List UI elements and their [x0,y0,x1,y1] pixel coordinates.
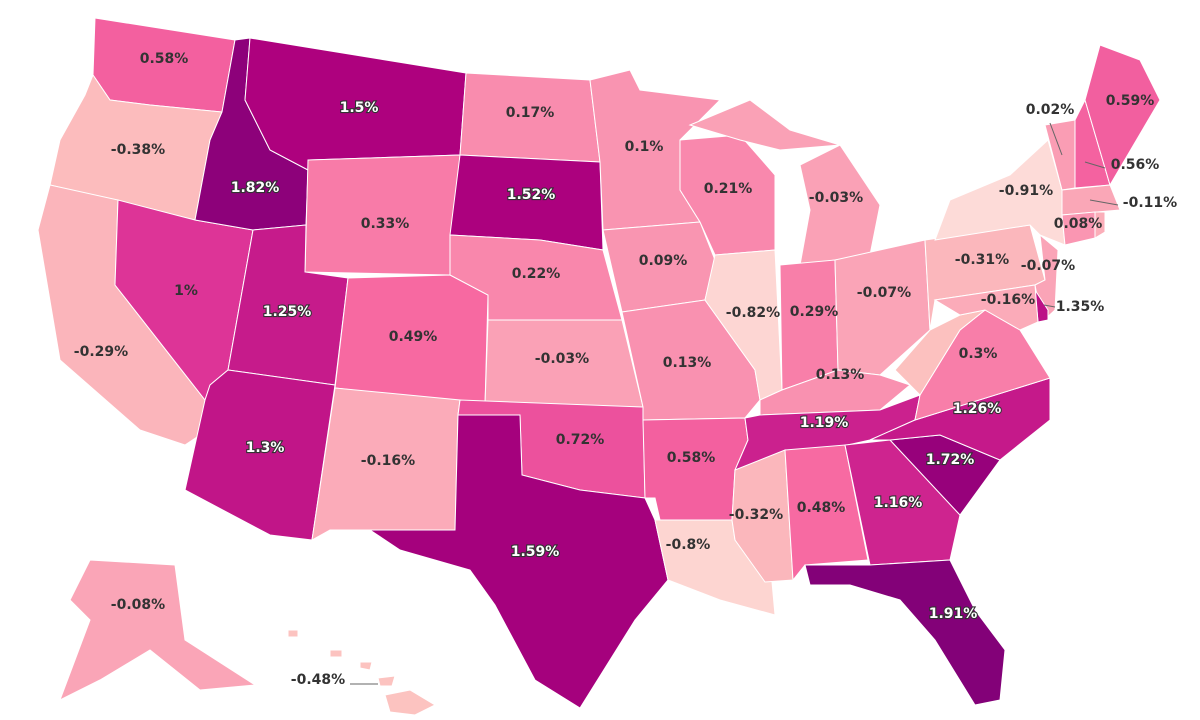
state-value-label: 1.82% [231,180,280,196]
state-shape [844,439,961,566]
state-value-label: 0.72% [556,432,605,448]
state-value-label: 0.48% [797,500,846,516]
state-shape [384,689,437,716]
state-value-label: 0.02% [1026,102,1075,118]
state-md [933,284,1039,331]
state-ri [1094,211,1106,239]
state-value-label: -0.03% [809,190,863,206]
state-shape [304,154,461,276]
state-value-label: -0.31% [955,252,1009,268]
leader-line [1089,199,1119,206]
state-value-label: 1.5% [340,100,379,116]
state-value-label: -0.32% [729,507,783,523]
state-value-label: 1.91% [929,606,978,622]
state-value-label: 1.59% [511,544,560,560]
state-me [1084,44,1161,187]
state-shape [59,559,257,702]
state-value-label: -0.91% [999,183,1053,199]
state-fl [804,559,1006,706]
state-shape [287,629,299,638]
state-value-label: -0.82% [726,305,780,321]
state-value-label: 0.13% [816,367,865,383]
state-shape [784,444,869,582]
state-value-label: -0.16% [981,292,1035,308]
leader-line [1049,122,1063,156]
state-value-label: 1% [174,283,198,299]
state-value-label: -0.07% [857,285,911,301]
state-value-label: 1.26% [953,401,1002,417]
state-value-label: 0.17% [506,105,555,121]
state-shape [359,661,373,671]
state-value-label: 1.52% [507,187,556,203]
state-value-label: 1.3% [246,440,285,456]
state-al [784,444,869,582]
state-value-label: 1.72% [926,452,975,468]
state-shape [1094,211,1106,239]
state-shape [933,284,1039,331]
state-tx [368,414,669,709]
state-value-label: -0.29% [74,344,128,360]
state-mi [688,99,881,266]
state-shape [329,649,343,658]
leader-line [1084,161,1106,169]
state-hi [287,629,437,716]
state-value-label: 1.16% [874,495,923,511]
state-ga [844,439,961,566]
state-value-label: -0.16% [361,453,415,469]
state-value-label: -0.8% [666,537,711,553]
leader-line [1043,304,1056,308]
state-value-label: -0.07% [1021,258,1075,274]
state-value-label: 0.58% [140,51,189,67]
state-value-label: 0.58% [667,450,716,466]
state-value-label: 0.49% [389,329,438,345]
state-value-label: 1.35% [1056,299,1105,315]
state-value-label: 1.25% [263,304,312,320]
state-value-label: 0.56% [1111,157,1160,173]
state-value-label: -0.38% [111,142,165,158]
state-value-label: 0.09% [639,253,688,269]
state-value-label: 1.19% [800,415,849,431]
state-value-label: 0.1% [625,139,664,155]
state-value-label: 0.3% [959,346,998,362]
state-value-label: 0.22% [512,266,561,282]
state-ar [642,417,749,521]
state-value-label: -0.11% [1123,195,1177,211]
state-shape [804,559,1006,706]
state-wy [304,154,461,276]
state-value-label: 0.21% [704,181,753,197]
state-value-label: -0.08% [111,597,165,613]
state-ak [59,559,257,702]
state-oh [834,239,931,376]
state-shape [368,414,669,709]
state-value-label: 0.13% [663,355,712,371]
state-value-label: -0.48% [291,672,345,688]
state-value-label: 0.33% [361,216,410,232]
state-value-label: 0.08% [1054,216,1103,232]
state-shape [834,239,931,376]
state-shape [688,99,841,151]
state-shape [1084,44,1161,187]
state-shape [642,417,749,521]
state-value-label: 0.59% [1106,93,1155,109]
state-shape [377,675,396,687]
state-value-label: -0.03% [535,351,589,367]
state-value-label: 0.29% [790,304,839,320]
